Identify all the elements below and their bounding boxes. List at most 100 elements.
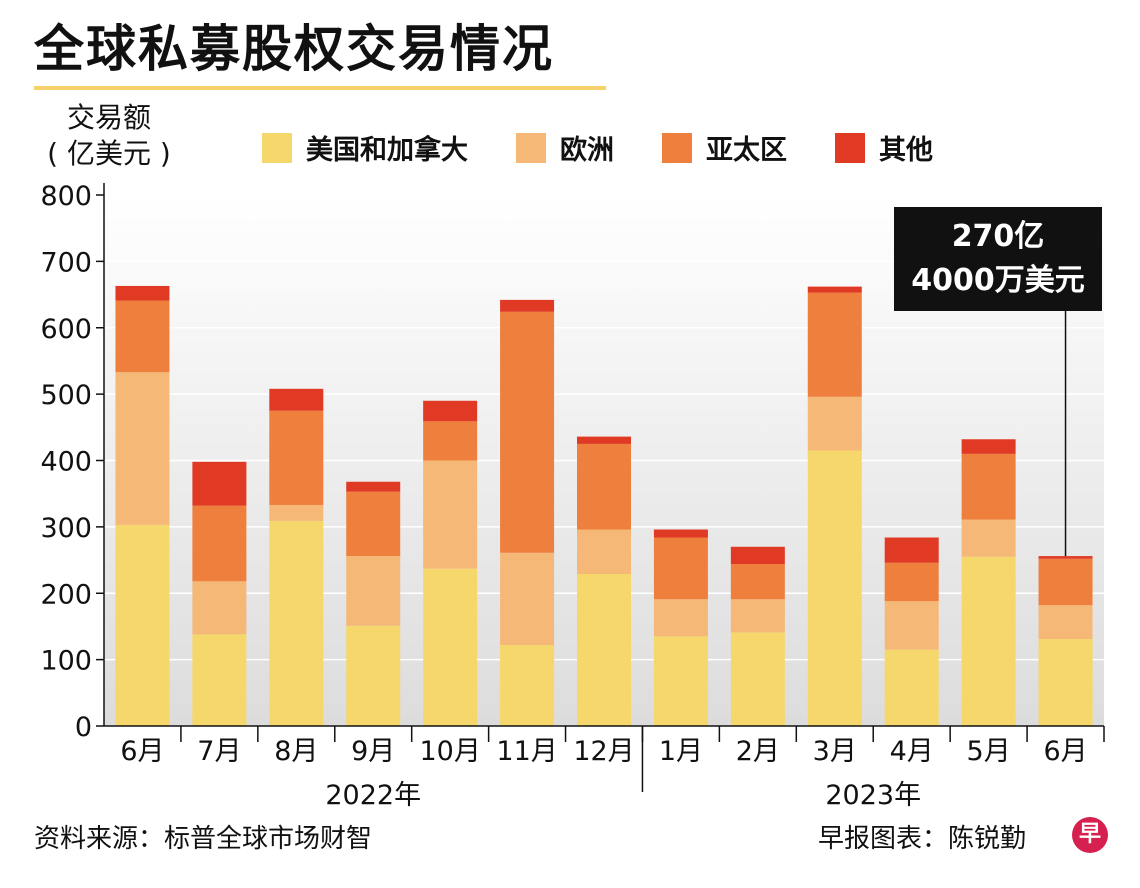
bar-segment bbox=[115, 300, 170, 373]
x-tick-label: 5月 bbox=[967, 736, 1011, 767]
legend-item-europe: 欧洲 bbox=[516, 128, 614, 167]
bar-segment bbox=[423, 421, 478, 461]
x-tick-label: 2月 bbox=[736, 736, 780, 767]
bar-segment bbox=[500, 311, 555, 553]
legend-item-us-canada: 美国和加拿大 bbox=[262, 128, 468, 167]
bar-segment bbox=[807, 286, 862, 293]
bar-segment bbox=[115, 372, 170, 525]
bar-segment bbox=[961, 439, 1016, 454]
legend-label: 其他 bbox=[879, 135, 933, 166]
y-axis-unit: 交易额 ( 亿美元 ) bbox=[34, 100, 184, 172]
bar-segment bbox=[500, 299, 555, 312]
bar-segment bbox=[423, 568, 478, 726]
y-tick-label: 500 bbox=[40, 380, 92, 411]
bar-segment bbox=[500, 552, 555, 646]
bar-segment bbox=[423, 460, 478, 569]
legend-label: 欧洲 bbox=[560, 135, 614, 166]
bar-segment bbox=[653, 537, 708, 600]
bar-segment bbox=[115, 285, 170, 301]
bar-segment bbox=[192, 634, 247, 726]
bar-segment bbox=[577, 574, 631, 726]
bar-segment bbox=[884, 562, 939, 602]
bar-segment bbox=[192, 505, 247, 582]
legend-label: 美国和加拿大 bbox=[306, 135, 468, 166]
bar-segment bbox=[730, 632, 785, 726]
legend-swatch bbox=[516, 132, 546, 163]
bar-segment bbox=[346, 481, 401, 492]
y-tick-label: 200 bbox=[40, 579, 92, 610]
bar-segment bbox=[346, 556, 401, 626]
bar-segment bbox=[961, 519, 1016, 557]
bar-segment bbox=[269, 520, 324, 726]
bar-segment bbox=[730, 564, 785, 600]
bar-segment bbox=[423, 400, 478, 422]
bar-segment bbox=[346, 491, 401, 557]
bar-segment bbox=[807, 292, 862, 397]
bar-segment bbox=[1038, 558, 1093, 606]
bar-segment bbox=[653, 636, 708, 726]
y-tick-label: 0 bbox=[75, 712, 92, 743]
y-tick-label: 600 bbox=[40, 314, 92, 345]
y-axis-unit-line2: ( 亿美元 ) bbox=[47, 137, 171, 170]
zaobao-logo-icon: 早 bbox=[1072, 817, 1108, 853]
bar-segment bbox=[730, 599, 785, 633]
bar-segment bbox=[192, 581, 247, 635]
legend-swatch bbox=[835, 132, 865, 163]
y-tick-label: 400 bbox=[40, 447, 92, 478]
bar-segment bbox=[269, 388, 324, 411]
legend-label: 亚太区 bbox=[706, 135, 787, 166]
bar-segment bbox=[269, 504, 324, 521]
bar-segment bbox=[577, 529, 631, 575]
bar-segment bbox=[884, 649, 939, 726]
annotation-callout: 270亿 4000万美元 bbox=[894, 207, 1102, 311]
source-note: 资料来源：标普全球市场财智 bbox=[34, 824, 373, 854]
bar-segment bbox=[653, 529, 708, 538]
x-tick-label: 1月 bbox=[659, 736, 703, 767]
bar-segment bbox=[807, 450, 862, 726]
bar-segment bbox=[1038, 639, 1093, 726]
bar-segment bbox=[653, 599, 708, 637]
legend: 美国和加拿大 欧洲 亚太区 其他 bbox=[262, 128, 981, 167]
x-tick-label: 7月 bbox=[197, 736, 241, 767]
bar-segment bbox=[115, 524, 170, 726]
bar-segment bbox=[807, 396, 862, 451]
chart-title: 全球私募股权交易情况 bbox=[34, 20, 554, 78]
x-tick-label: 4月 bbox=[890, 736, 934, 767]
year-group-label: 2022年 bbox=[325, 780, 421, 811]
bar-segment bbox=[1038, 556, 1093, 559]
bar-segment bbox=[269, 410, 324, 505]
x-tick-label: 11月 bbox=[496, 736, 557, 767]
callout-line2: 4000万美元 bbox=[911, 263, 1085, 298]
bar-segment bbox=[884, 601, 939, 650]
x-tick-label: 12月 bbox=[573, 736, 634, 767]
x-tick-label: 10月 bbox=[419, 736, 480, 767]
bar-segment bbox=[884, 537, 939, 563]
legend-swatch bbox=[262, 132, 292, 163]
y-tick-label: 300 bbox=[40, 513, 92, 544]
credit-note: 早报图表：陈锐勤 bbox=[818, 824, 1027, 854]
bar-segment bbox=[577, 436, 631, 444]
callout-line1: 270亿 bbox=[951, 219, 1045, 254]
y-tick-label: 100 bbox=[40, 646, 92, 677]
legend-item-other: 其他 bbox=[835, 128, 933, 167]
x-tick-label: 6月 bbox=[120, 736, 164, 767]
bar-segment bbox=[730, 546, 785, 565]
x-tick-label: 3月 bbox=[813, 736, 857, 767]
year-group-label: 2023年 bbox=[825, 780, 921, 811]
title-underline bbox=[34, 86, 606, 90]
bar-segment bbox=[192, 461, 247, 506]
bar-segment bbox=[961, 453, 1016, 520]
bar-segment bbox=[346, 625, 401, 726]
y-axis-unit-line1: 交易额 bbox=[66, 101, 151, 134]
legend-swatch bbox=[662, 132, 692, 163]
x-tick-label: 6月 bbox=[1043, 736, 1087, 767]
x-tick-label: 9月 bbox=[351, 736, 395, 767]
bar-segment bbox=[1038, 605, 1093, 640]
legend-item-asia-pacific: 亚太区 bbox=[662, 128, 787, 167]
bar-segment bbox=[577, 443, 631, 530]
y-tick-label: 800 bbox=[40, 181, 92, 212]
y-tick-label: 700 bbox=[40, 247, 92, 278]
bar-segment bbox=[961, 556, 1016, 726]
x-tick-label: 8月 bbox=[274, 736, 318, 767]
